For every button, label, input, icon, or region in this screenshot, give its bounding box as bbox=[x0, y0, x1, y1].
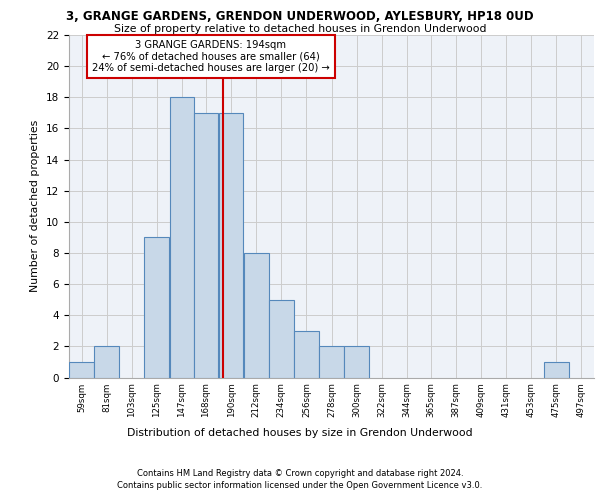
Bar bbox=[145, 238, 169, 378]
Bar bbox=[194, 113, 218, 378]
Bar bbox=[344, 346, 369, 378]
Text: Contains HM Land Registry data © Crown copyright and database right 2024.: Contains HM Land Registry data © Crown c… bbox=[137, 470, 463, 478]
Bar bbox=[319, 346, 344, 378]
Bar bbox=[544, 362, 569, 378]
Bar bbox=[269, 300, 293, 378]
Bar bbox=[170, 98, 194, 378]
Text: Contains public sector information licensed under the Open Government Licence v3: Contains public sector information licen… bbox=[118, 480, 482, 490]
Y-axis label: Number of detached properties: Number of detached properties bbox=[31, 120, 40, 292]
Text: Size of property relative to detached houses in Grendon Underwood: Size of property relative to detached ho… bbox=[114, 24, 486, 34]
Bar bbox=[294, 331, 319, 378]
Text: 3, GRANGE GARDENS, GRENDON UNDERWOOD, AYLESBURY, HP18 0UD: 3, GRANGE GARDENS, GRENDON UNDERWOOD, AY… bbox=[66, 10, 534, 23]
Bar bbox=[244, 253, 269, 378]
Bar bbox=[94, 346, 119, 378]
Text: Distribution of detached houses by size in Grendon Underwood: Distribution of detached houses by size … bbox=[127, 428, 473, 438]
Text: 3 GRANGE GARDENS: 194sqm
← 76% of detached houses are smaller (64)
24% of semi-d: 3 GRANGE GARDENS: 194sqm ← 76% of detach… bbox=[92, 40, 329, 74]
Bar bbox=[69, 362, 94, 378]
Bar bbox=[218, 113, 244, 378]
